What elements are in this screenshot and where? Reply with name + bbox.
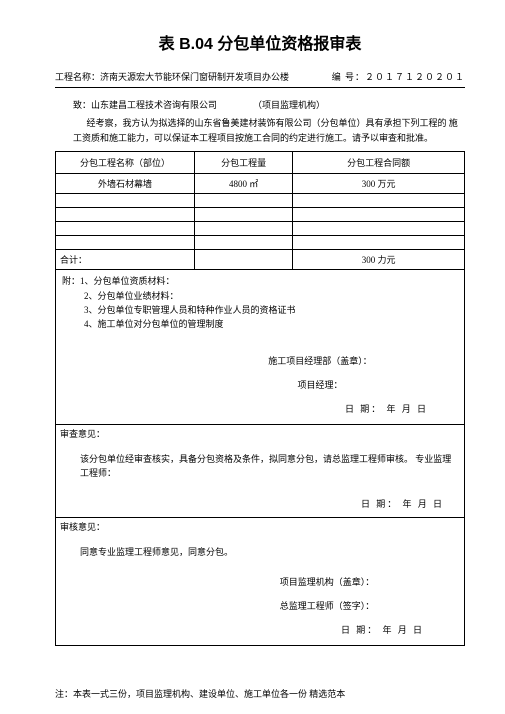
cell-qty: 4800 ㎡ <box>195 174 293 194</box>
attach-section: 附：1、分包单位资质材料： 2、分包单位业绩材料： 3、分包单位专职管理人员和特… <box>55 270 465 425</box>
sig-chief: 总监理工程师（签字）： <box>80 597 434 615</box>
num-value: ２０１７１２０２０１ <box>365 72 465 82</box>
table-row <box>56 194 465 208</box>
date-line-3: 日 期： 年 月 日 <box>80 621 434 639</box>
table-row <box>56 208 465 222</box>
table-sum-row: 合计： 300 力元 <box>56 250 465 270</box>
table-row: 外墙石材幕墙 4800 ㎡ 300 万元 <box>56 174 465 194</box>
approve-label: 审核意见： <box>56 518 464 535</box>
title-prefix: 表 <box>159 36 179 53</box>
num-label: 编 号： <box>332 72 365 82</box>
table-head-row: 分包工程名称（部位） 分包工程量 分包工程合同额 <box>56 152 465 174</box>
sum-value: 300 力元 <box>293 250 465 270</box>
review-body: 该分包单位经审查核实，具备分包资格及条件，拟同意分包，请总监理工程师审核。 专业… <box>80 452 454 481</box>
title-code: B.04 <box>179 36 213 53</box>
th-amt: 分包工程合同额 <box>293 152 465 174</box>
approve-body: 同意专业监理工程师意见，同意分包。 <box>80 545 454 559</box>
sig-supervisor-org: 项目监理机构（盖章）： <box>80 573 434 591</box>
cell-name: 外墙石材幕墙 <box>56 174 195 194</box>
project-label: 工程名称： <box>55 72 100 82</box>
intro-block: 致：山东建昌工程技术咨询有限公司 （项目监理机构） 经考察，我方认为拟选择的山东… <box>55 90 465 151</box>
number-block: 编 号：２０１７１２０２０１ <box>332 70 465 83</box>
attach-4: 4、施工单位对分包单位的管理制度 <box>62 317 458 331</box>
intro-to-value: 山东建昌工程技术咨询有限公司 <box>91 100 217 110</box>
intro-to-label: 致： <box>73 100 91 110</box>
intro-body: 经考察，我方认为拟选择的山东省鲁美建材装饰有限公司（分包单位）具有承担下列工程的… <box>73 116 459 145</box>
project-name: 济南天源宏大节能环保门窗研制开发项目办公楼 <box>100 72 289 82</box>
review-label: 审查意见： <box>56 425 464 442</box>
main-table: 分包工程名称（部位） 分包工程量 分包工程合同额 外墙石材幕墙 4800 ㎡ 3… <box>55 151 465 270</box>
approve-section: 审核意见： 同意专业监理工程师意见，同意分包。 项目监理机构（盖章）： 总监理工… <box>55 518 465 646</box>
attach-title: 附：1、分包单位资质材料： <box>62 274 458 288</box>
title-suffix: 分包单位资格报审表 <box>213 36 361 53</box>
intro-to-tail: （项目监理机构） <box>253 100 325 110</box>
attach-2: 2、分包单位业绩材料： <box>62 289 458 303</box>
footer-note: 注：本表一式三份，项目监理机构、建设单位、施工单位各一份 精选范本 <box>55 687 465 700</box>
sig-pm: 项目经理： <box>62 376 438 394</box>
header-row: 工程名称：济南天源宏大节能环保门窗研制开发项目办公楼 编 号：２０１７１２０２０… <box>55 70 465 88</box>
attach-3: 3、分包单位专职管理人员和特种作业人员的资格证书 <box>62 303 458 317</box>
th-name: 分包工程名称（部位） <box>56 152 195 174</box>
sig-contractor-dept: 施工项目经理部（盖章）： <box>62 352 438 370</box>
review-section: 审查意见： 该分包单位经审查核实，具备分包资格及条件，拟同意分包，请总监理工程师… <box>55 425 465 518</box>
project-block: 工程名称：济南天源宏大节能环保门窗研制开发项目办公楼 <box>55 70 289 83</box>
page-title: 表 B.04 分包单位资格报审表 <box>55 30 465 54</box>
cell-amt: 300 万元 <box>293 174 465 194</box>
th-qty: 分包工程量 <box>195 152 293 174</box>
date-line-2: 日 期： 年 月 日 <box>80 497 454 511</box>
sum-label: 合计： <box>56 250 195 270</box>
intro-line1: 致：山东建昌工程技术咨询有限公司 （项目监理机构） <box>73 98 459 112</box>
table-row <box>56 236 465 250</box>
date-line-1: 日 期： 年 月 日 <box>62 400 438 418</box>
table-row <box>56 222 465 236</box>
sum-mid <box>195 250 293 270</box>
